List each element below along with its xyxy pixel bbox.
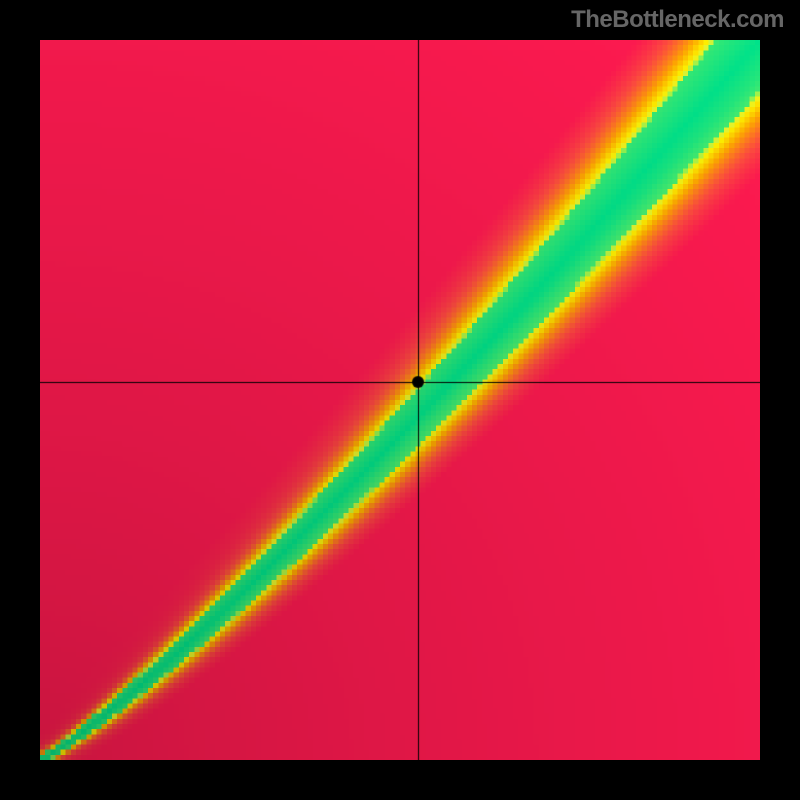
crosshair-overlay xyxy=(40,40,760,760)
watermark-text: TheBottleneck.com xyxy=(571,6,784,34)
chart-container: TheBottleneck.com xyxy=(0,0,800,800)
